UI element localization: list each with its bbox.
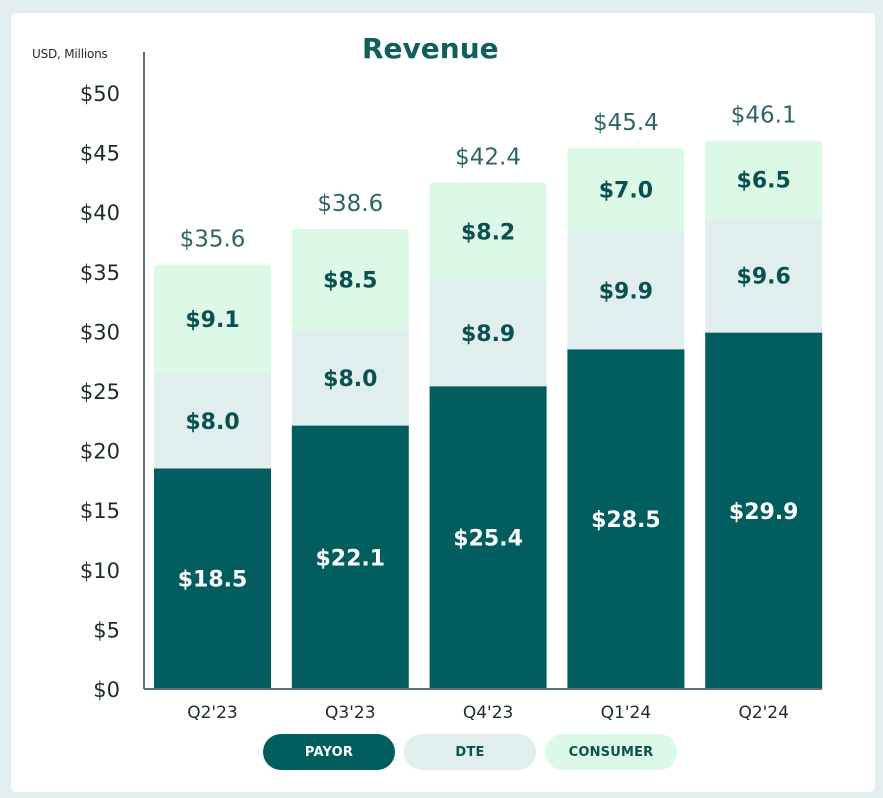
data-label-payor-3: $28.5 (591, 508, 661, 533)
data-label-payor-4: $29.9 (729, 500, 799, 525)
data-label-dte-3: $9.9 (599, 279, 653, 304)
y-tick-label-3: $15 (80, 499, 120, 523)
y-tick-label-10: $50 (80, 82, 120, 106)
bar-payor-3 (567, 349, 685, 689)
legend-payor-label: PAYOR (304, 744, 354, 760)
y-tick-label-2: $10 (80, 559, 120, 583)
data-label-consumer-3: $7.0 (599, 179, 653, 204)
total-label-2: $42.4 (455, 144, 521, 170)
x-tick-label-3: Q1'24 (601, 703, 652, 723)
legend-consumer: CONSUMER (545, 734, 677, 770)
y-tick-label-8: $40 (80, 201, 120, 225)
x-tick-label-4: Q2'24 (738, 703, 789, 723)
total-label-4: $46.1 (731, 103, 797, 129)
x-tick-label-1: Q3'23 (325, 703, 376, 723)
bar-payor-1 (291, 425, 409, 689)
legend: PAYOR DTE CONSUMER (263, 734, 677, 770)
total-label-3: $45.4 (593, 110, 659, 136)
y-tick-label-9: $45 (80, 142, 120, 166)
data-label-dte-2: $8.9 (461, 322, 515, 347)
bar-payor-0 (154, 468, 271, 689)
total-label-1: $38.6 (317, 191, 383, 217)
y-unit-label: USD, Millions (32, 47, 108, 61)
bar-consumer-1 (291, 228, 409, 331)
data-label-dte-0: $8.0 (185, 410, 239, 435)
data-label-consumer-4: $6.5 (737, 168, 791, 193)
legend-consumer-label: CONSUMER (568, 744, 654, 760)
legend-dte-label: DTE (455, 744, 485, 760)
data-label-payor-2: $25.4 (453, 527, 523, 552)
bar-consumer-4 (705, 140, 823, 219)
y-tick-label-5: $25 (80, 380, 120, 404)
data-label-dte-1: $8.0 (323, 367, 377, 392)
y-tick-label-7: $35 (80, 261, 120, 285)
x-tick-label-2: Q4'23 (463, 703, 514, 723)
data-label-consumer-1: $8.5 (323, 269, 377, 294)
chart-title: Revenue (362, 32, 499, 65)
bar-consumer-3 (567, 147, 685, 232)
total-label-0: $35.6 (180, 227, 246, 253)
bar-dte-3 (567, 231, 685, 350)
data-label-payor-1: $22.1 (316, 546, 386, 571)
bar-payor-2 (429, 386, 547, 689)
y-tick-label-0: $0 (93, 678, 120, 702)
x-tick-label-0: Q2'23 (187, 703, 238, 723)
legend-dte: DTE (404, 734, 536, 770)
y-tick-label-6: $30 (80, 320, 120, 344)
data-label-dte-4: $9.6 (737, 264, 791, 289)
bar-dte-2 (429, 280, 547, 387)
data-label-payor-0: $18.5 (178, 568, 248, 593)
data-label-consumer-2: $8.2 (461, 220, 515, 245)
bar-dte-1 (291, 330, 409, 426)
y-tick-label-1: $5 (93, 618, 120, 642)
bar-consumer-2 (429, 182, 547, 281)
bar-dte-0 (154, 373, 271, 469)
bar-consumer-0 (154, 264, 271, 374)
legend-payor: PAYOR (263, 734, 395, 770)
y-tick-label-4: $20 (80, 440, 120, 464)
data-label-consumer-0: $9.1 (185, 308, 239, 333)
bar-dte-4 (705, 218, 823, 333)
bar-payor-4 (705, 332, 823, 689)
